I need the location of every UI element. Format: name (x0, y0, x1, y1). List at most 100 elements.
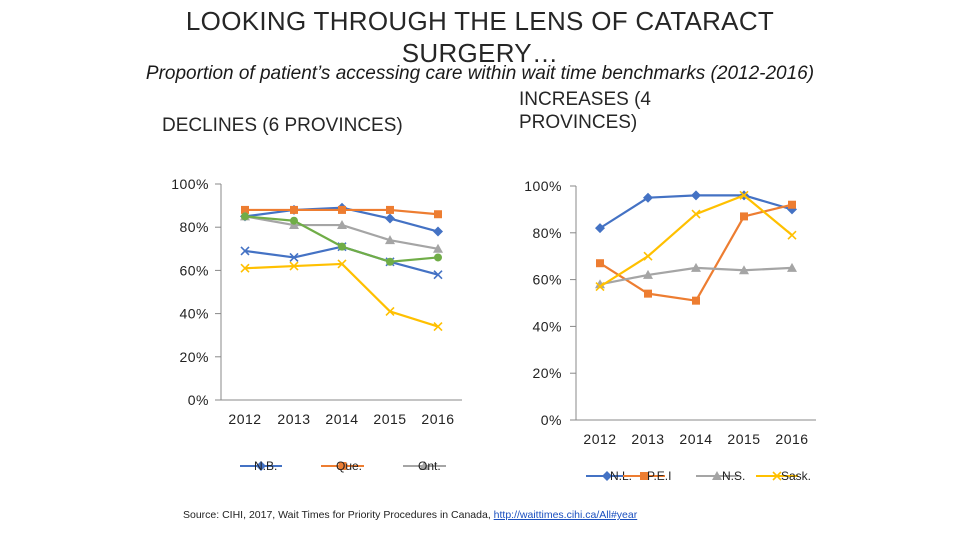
source-note: Source: CIHI, 2017, Wait Times for Prior… (183, 509, 637, 521)
series-que- (241, 205, 442, 219)
legend-swatch-marker (256, 461, 266, 471)
x-tick-label: 2016 (775, 431, 808, 447)
data-point (386, 205, 394, 214)
series-line (599, 203, 793, 302)
data-point (386, 257, 394, 266)
legend-item: Ont. (403, 459, 446, 473)
increases-heading-line-1: INCREASES (4 (519, 89, 651, 110)
y-tick-label: 100% (171, 176, 209, 192)
data-point (788, 200, 796, 209)
y-tick-label: 60% (179, 262, 209, 278)
x-tick-label: 2013 (277, 411, 310, 427)
data-point (289, 261, 299, 271)
legend-item: N.B. (240, 459, 282, 473)
data-point (691, 190, 701, 201)
data-point (240, 263, 250, 273)
legend-swatch-marker (712, 471, 722, 480)
series-n-s- (595, 262, 797, 289)
data-point (434, 253, 442, 262)
x-tick-label: 2012 (583, 431, 616, 447)
data-point (433, 321, 443, 332)
data-point (385, 306, 395, 317)
data-point (433, 270, 443, 280)
series-p-e-i (596, 200, 796, 305)
data-point (385, 213, 395, 224)
data-point (787, 262, 797, 272)
data-point (289, 252, 299, 263)
data-point (691, 209, 701, 219)
y-tick-label: 40% (532, 318, 562, 334)
slide-subtitle: Proportion of patient’s accessing care w… (145, 63, 815, 84)
series-unnamed-4 (241, 212, 442, 266)
x-tick-label: 2015 (373, 411, 406, 427)
data-point (595, 282, 605, 292)
legend-item: Que. (321, 459, 364, 473)
y-tick-label: 20% (179, 349, 209, 365)
data-point (595, 223, 605, 234)
increases-heading-line-2: PROVINCES) (519, 112, 638, 133)
data-point (385, 235, 395, 245)
data-point (433, 226, 443, 237)
y-tick-label: 0% (188, 392, 209, 408)
legend-label: N.S. (722, 469, 745, 483)
x-tick-label: 2016 (421, 411, 454, 427)
legend-item: P.E.I (623, 469, 671, 483)
data-point (739, 265, 749, 275)
legend-swatch-marker (338, 462, 347, 470)
data-point (787, 230, 797, 240)
data-point (643, 251, 653, 261)
data-point (241, 212, 249, 221)
legend-item: N.S. (696, 469, 745, 483)
y-tick-label: 100% (524, 178, 562, 194)
legend-swatch-marker (772, 471, 782, 481)
declines-heading: DECLINES (6 PROVINCES) (162, 115, 403, 136)
legend-swatch-marker (602, 471, 612, 481)
y-tick-label: 40% (179, 306, 209, 322)
data-point (691, 262, 701, 272)
y-tick-label: 80% (532, 225, 562, 241)
legend-label: N.L. (610, 469, 632, 483)
x-tick-label: 2014 (679, 431, 712, 447)
data-point (692, 296, 700, 305)
source-text: Source: CIHI, 2017, Wait Times for Prior… (183, 509, 494, 521)
y-tick-label: 80% (179, 219, 209, 235)
legend-label: P.E.I (647, 469, 671, 483)
legend-swatch-marker (419, 461, 430, 470)
series-sask- (595, 190, 797, 292)
y-tick-label: 0% (541, 412, 562, 428)
x-tick-label: 2014 (325, 411, 358, 427)
data-point (241, 205, 249, 214)
data-point (643, 192, 653, 203)
series-unnamed-5 (240, 259, 443, 332)
legend-item: N.L. (586, 469, 632, 483)
x-tick-label: 2012 (228, 411, 261, 427)
data-point (596, 259, 604, 268)
data-point (337, 259, 347, 269)
data-point (337, 220, 347, 230)
data-point (433, 243, 443, 253)
increases-heading: INCREASES (4 PROVINCES) (519, 88, 651, 134)
y-tick-label: 60% (532, 272, 562, 288)
data-point (740, 212, 748, 221)
slide-title-line-2: SURGERY… (401, 38, 559, 68)
data-point (290, 205, 298, 214)
data-point (338, 242, 346, 251)
data-point (644, 289, 652, 298)
data-point (739, 190, 749, 200)
legend-swatch-marker (640, 472, 648, 480)
legend-label: Ont. (418, 459, 441, 473)
legend-item: Sask. (756, 469, 811, 483)
slide-title-line-1: LOOKING THROUGH THE LENS OF CATARACT (185, 6, 775, 36)
data-point (434, 210, 442, 219)
data-point (290, 216, 298, 225)
data-point (338, 205, 346, 214)
legend-label: N.B. (254, 459, 277, 473)
legend-label: Que. (336, 459, 362, 473)
data-point (240, 246, 250, 256)
data-point (643, 269, 653, 279)
x-tick-label: 2015 (727, 431, 760, 447)
y-tick-label: 20% (532, 365, 562, 381)
source-link[interactable]: http://waittimes.cihi.ca/All#year (493, 509, 638, 521)
